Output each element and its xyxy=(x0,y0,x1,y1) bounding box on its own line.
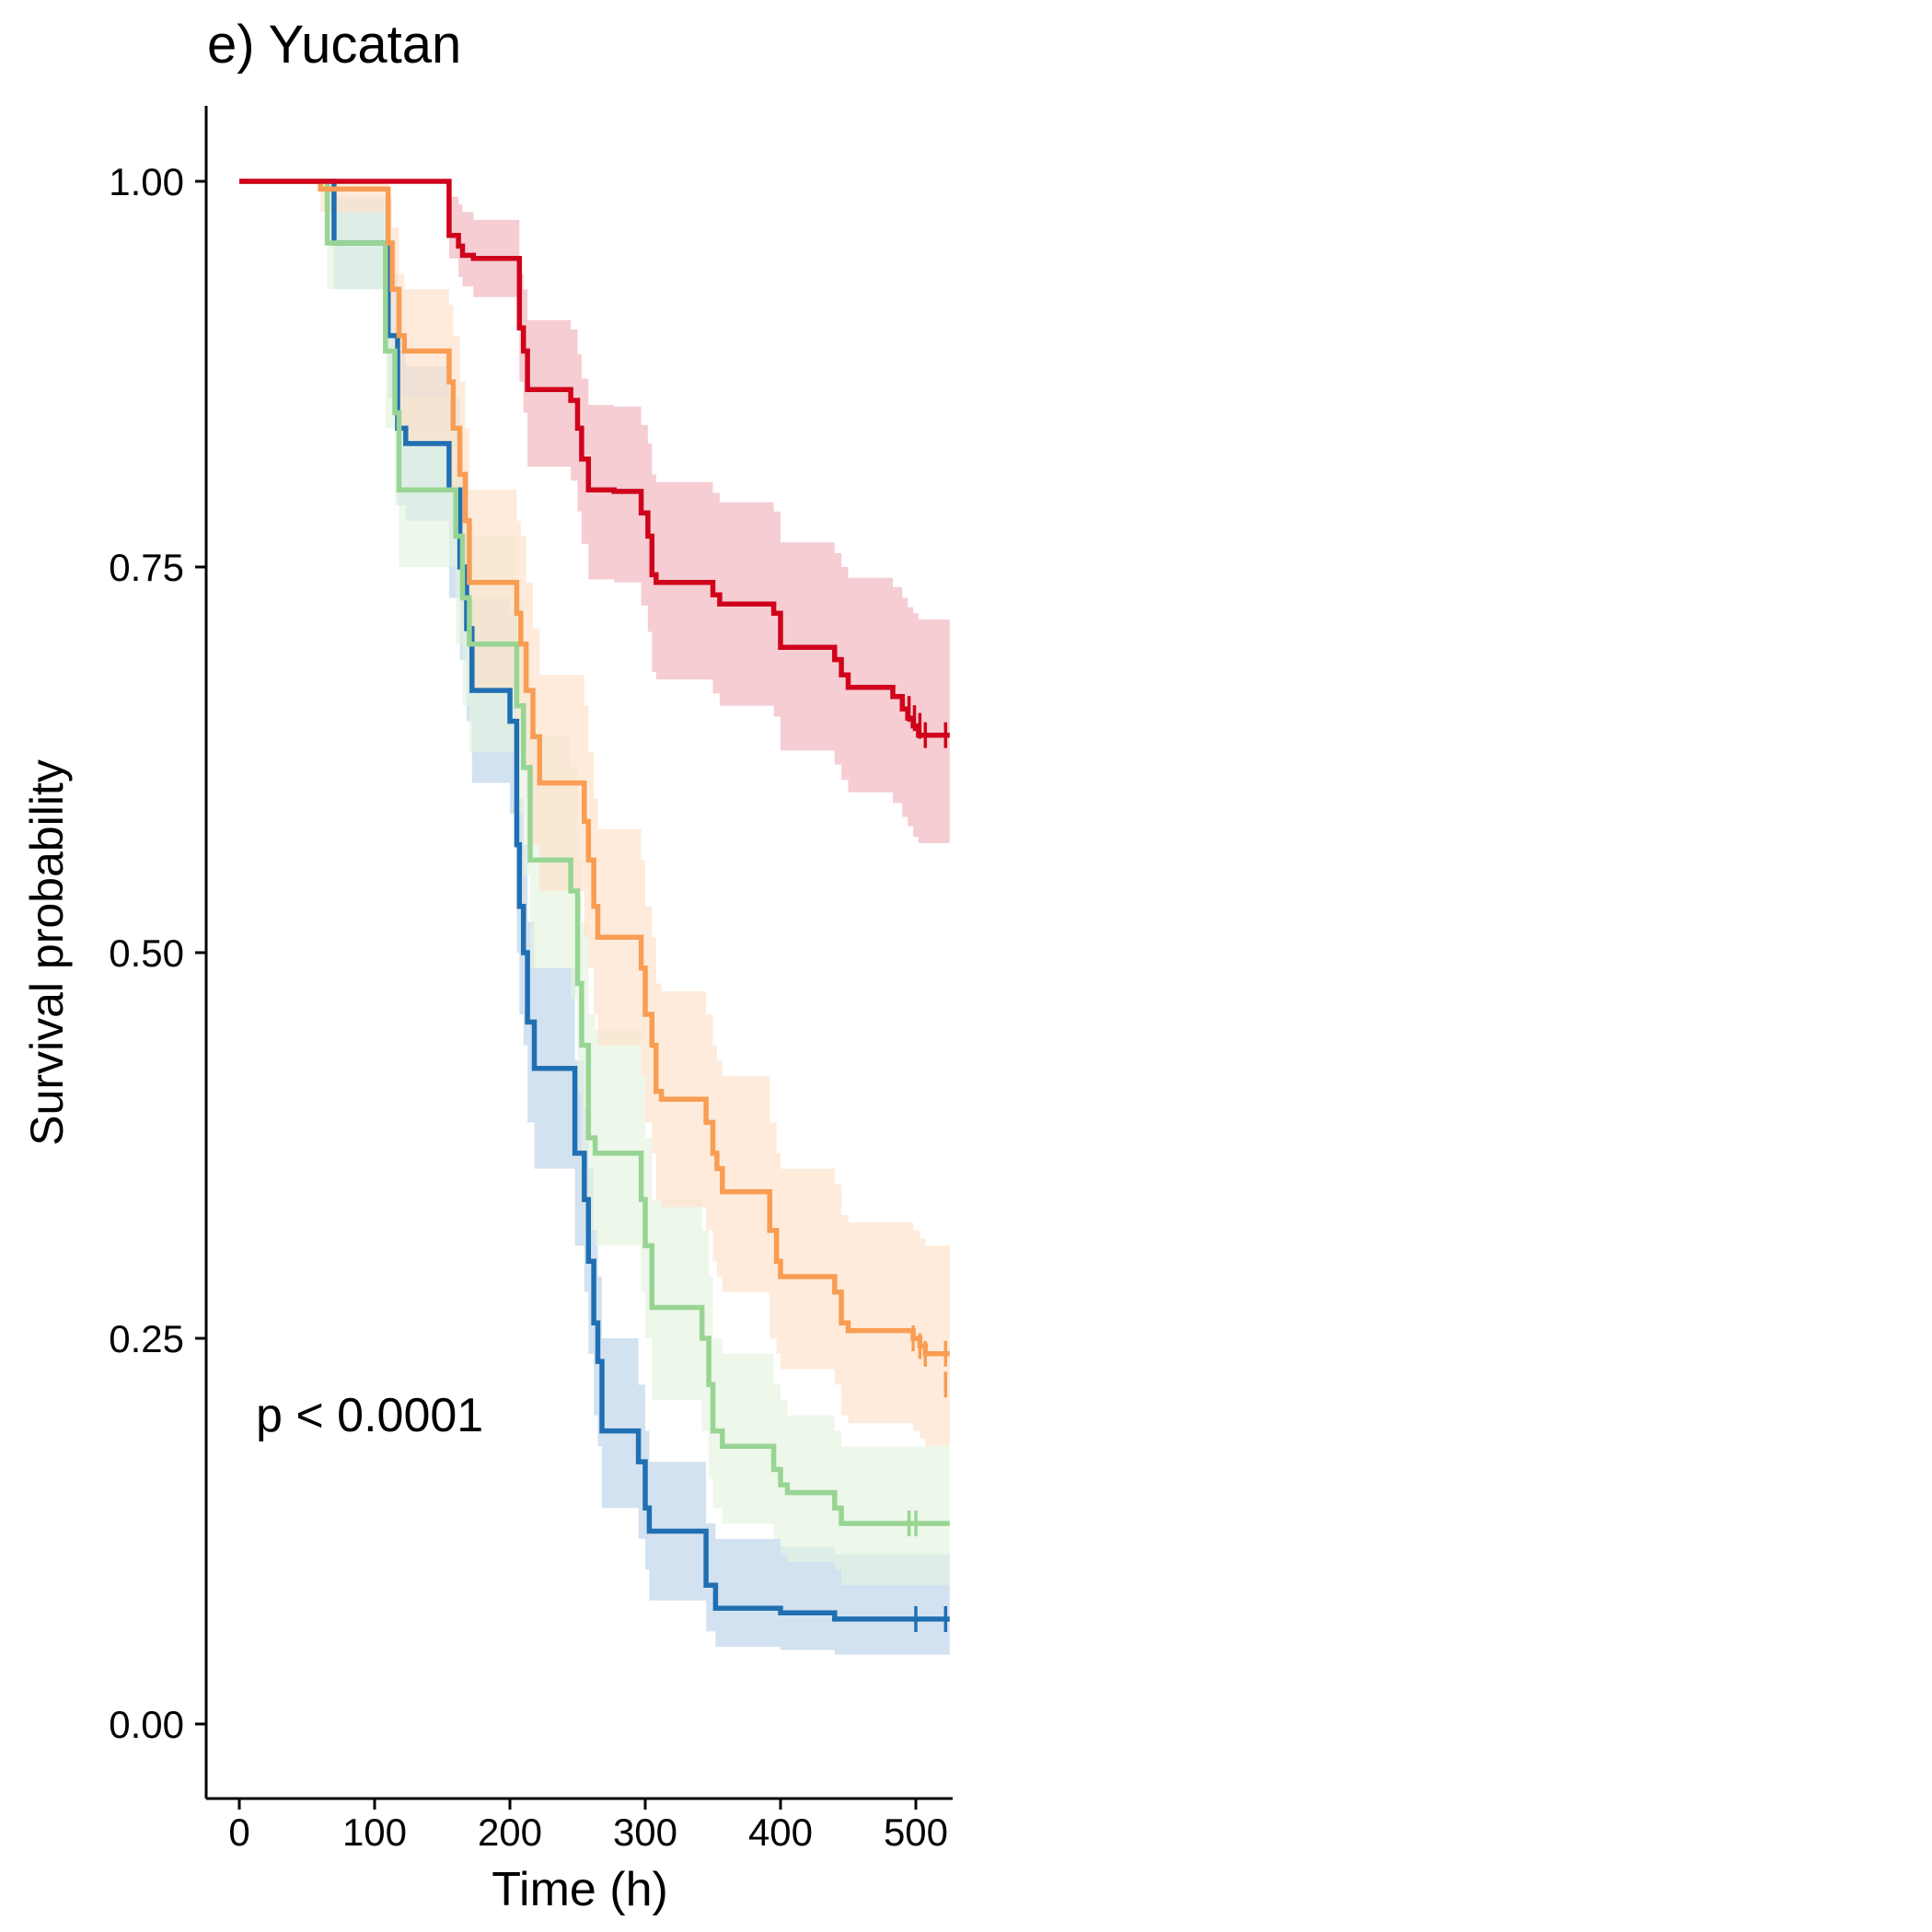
survival-curves xyxy=(239,179,950,1622)
x-tick-label-300: 300 xyxy=(613,1811,677,1854)
y-tick-label-4: 1.00 xyxy=(109,160,184,203)
survival-curve-2 xyxy=(239,179,950,1526)
axis-ticks: 0 100 200 300 400 500 0.00 0.25 0.50 0.75 1.00 xyxy=(109,160,948,1854)
y-axis-title: Survival probability xyxy=(21,759,73,1146)
p-value-annotation: p < 0.0001 xyxy=(256,1389,483,1442)
y-tick-label-1: 0.25 xyxy=(109,1317,184,1360)
survival-curve-4 xyxy=(239,179,950,738)
chart-title: e) Yucatan xyxy=(207,15,461,75)
x-axis-title: Time (h) xyxy=(492,1863,668,1916)
x-tick-label-500: 500 xyxy=(884,1811,948,1854)
confidence-band-3 xyxy=(239,181,950,1447)
x-tick-label-400: 400 xyxy=(748,1811,813,1854)
confidence-band-1 xyxy=(239,181,950,1655)
survival-curve-3 xyxy=(239,179,950,1357)
x-tick-label-0: 0 xyxy=(228,1811,249,1854)
censor-marks xyxy=(907,696,948,1632)
confidence-band-2 xyxy=(239,181,950,1586)
survival-curve-1 xyxy=(239,179,950,1622)
y-tick-label-0: 0.00 xyxy=(109,1703,184,1746)
x-tick-label-200: 200 xyxy=(478,1811,542,1854)
confidence-bands xyxy=(239,181,950,1655)
confidence-band-4 xyxy=(239,181,950,843)
y-tick-label-3: 0.75 xyxy=(109,546,184,589)
x-tick-label-100: 100 xyxy=(342,1811,407,1854)
y-tick-label-2: 0.50 xyxy=(109,931,184,975)
